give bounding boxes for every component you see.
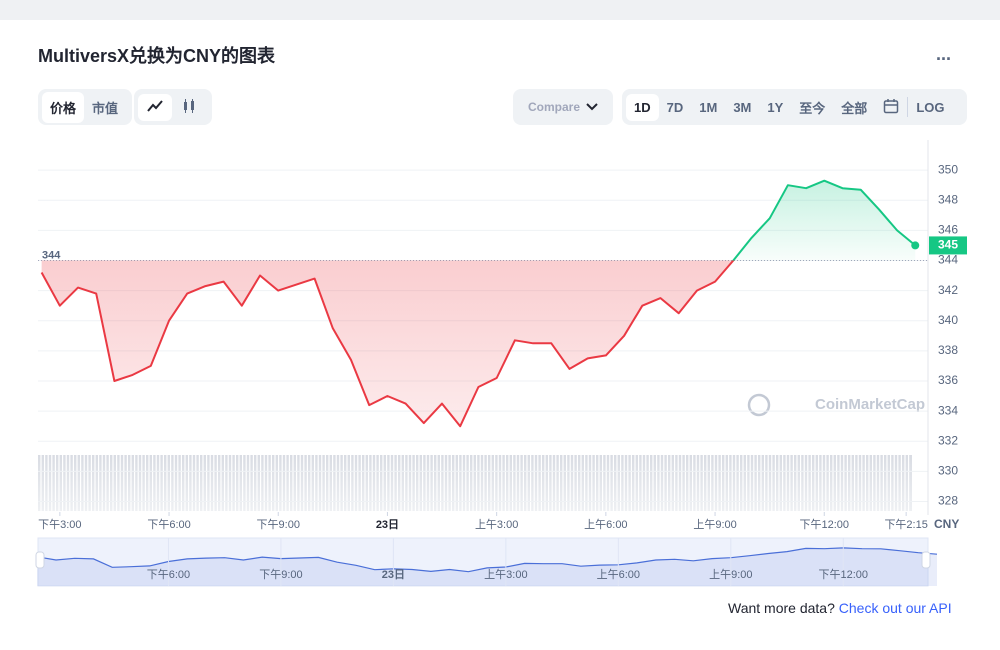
line-button[interactable] bbox=[138, 93, 172, 121]
baseline-label: 344 bbox=[42, 249, 61, 261]
y-tick-label: 336 bbox=[938, 373, 958, 387]
y-unit: CNY bbox=[934, 517, 959, 531]
navigator-tick-label: 上午9:00 bbox=[709, 568, 752, 581]
navigator-tick-label: 下午9:00 bbox=[259, 568, 302, 581]
footer: Want more data? Check out our API bbox=[728, 600, 952, 616]
x-tick-label: 上午9:00 bbox=[693, 518, 736, 531]
x-tick-label: 下午3:00 bbox=[38, 518, 81, 531]
last-point bbox=[911, 241, 920, 250]
x-tick-label: 下午2:15 bbox=[884, 518, 927, 531]
x-tick-label: 上午6:00 bbox=[584, 518, 627, 531]
navigator-tick-label: 下午12:00 bbox=[819, 568, 869, 581]
y-tick-label: 328 bbox=[938, 494, 958, 508]
y-tick-label: 348 bbox=[938, 192, 958, 206]
range-group: 1D 7D 1M 3M 1Y 至今 全部 LOG bbox=[622, 89, 967, 125]
navigator-tick-label: 上午3:00 bbox=[484, 568, 527, 581]
range-button[interactable]: 7D bbox=[666, 99, 684, 115]
navigator-tick-label: 23日 bbox=[382, 568, 405, 581]
compare-dropdown[interactable]: Compare bbox=[513, 89, 613, 125]
y-tick-label: 338 bbox=[938, 343, 958, 357]
last-price-label: 345 bbox=[938, 238, 958, 252]
watermark: CoinMarketCap bbox=[815, 396, 925, 413]
x-tick-label: 下午6:00 bbox=[147, 518, 190, 531]
tab-group: 价格 市值 bbox=[38, 89, 132, 125]
chart-type-group bbox=[134, 89, 212, 125]
navigator-handle[interactable] bbox=[35, 551, 45, 569]
y-tick-label: 332 bbox=[938, 433, 958, 447]
navigator-handle[interactable] bbox=[921, 551, 931, 569]
range-button[interactable]: 全部 bbox=[841, 100, 868, 116]
range-button[interactable]: 3M bbox=[733, 99, 752, 115]
y-tick-label: 334 bbox=[938, 403, 958, 417]
navigator-tick-label: 上午6:00 bbox=[597, 568, 640, 581]
tab[interactable]: 市值 bbox=[92, 100, 119, 116]
last-price-box bbox=[929, 236, 967, 255]
candle-icon bbox=[184, 98, 194, 113]
y-tick-label: 342 bbox=[938, 283, 958, 297]
x-tick-label: 23日 bbox=[376, 518, 399, 531]
menu[interactable]: ... bbox=[936, 44, 952, 64]
calendar-button[interactable] bbox=[875, 94, 907, 121]
divider bbox=[907, 97, 909, 117]
y-tick-label: 344 bbox=[938, 253, 958, 267]
tab[interactable]: 价格 bbox=[42, 91, 85, 123]
navigator-tick-label: 下午6:00 bbox=[147, 568, 190, 581]
line-icon bbox=[147, 99, 163, 112]
y-tick-label: 340 bbox=[938, 313, 958, 327]
chevron bbox=[586, 103, 598, 111]
x-tick-label: 下午9:00 bbox=[257, 518, 300, 531]
y-tick-label: 346 bbox=[938, 223, 958, 237]
watermark-logo bbox=[747, 393, 771, 417]
footer-text: Want more data? bbox=[728, 600, 835, 616]
price-area bbox=[41, 180, 916, 427]
candle-button[interactable] bbox=[172, 94, 206, 121]
y-tick-label: 330 bbox=[938, 464, 958, 478]
price-line bbox=[40, 179, 916, 428]
navigator-bg bbox=[37, 537, 929, 587]
range-button[interactable]: 1D bbox=[626, 93, 659, 121]
range-button[interactable]: 至今 bbox=[799, 100, 826, 116]
api-link[interactable]: Check out our API bbox=[838, 600, 952, 616]
y-tick-label: 350 bbox=[938, 162, 958, 176]
x-tick-label: 上午3:00 bbox=[475, 518, 518, 531]
title: MultiversX兑换为CNY的图表 bbox=[38, 46, 276, 66]
compare-label: Compare bbox=[527, 100, 580, 114]
calendar-icon bbox=[884, 98, 899, 113]
x-tick-label: 下午12:00 bbox=[799, 518, 849, 531]
range-button[interactable]: 1M bbox=[699, 99, 718, 115]
log-button[interactable]: LOG bbox=[916, 99, 945, 115]
range-button[interactable]: 1Y bbox=[767, 99, 784, 115]
volume-band bbox=[38, 455, 912, 511]
top-bar bbox=[0, 0, 1000, 20]
navigator-line bbox=[37, 547, 938, 573]
